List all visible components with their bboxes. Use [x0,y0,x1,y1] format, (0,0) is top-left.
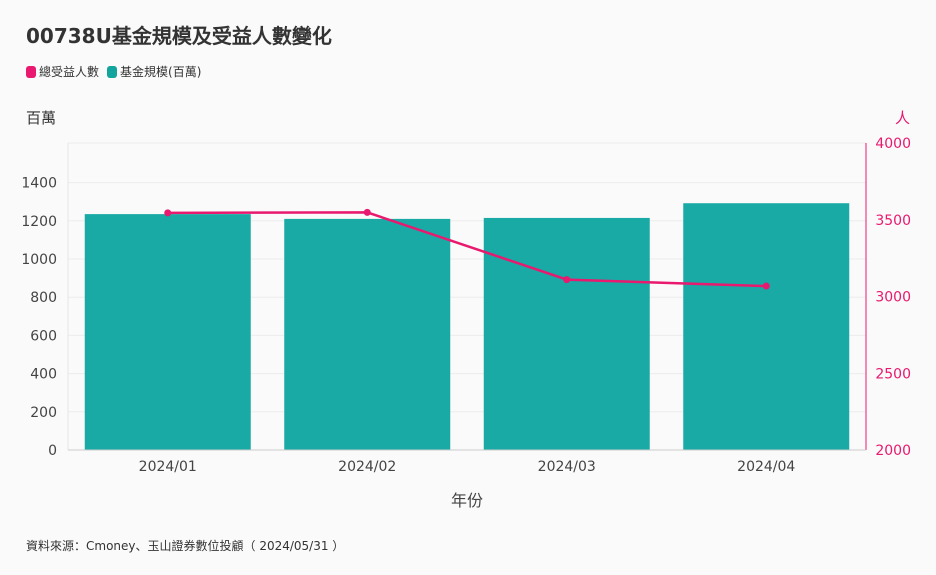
x-tick-label: 2024/03 [538,459,596,475]
line-point [563,276,571,284]
y-tick-label: 1400 [21,176,57,192]
line-point [363,208,371,216]
legend: 總受益人數 基金規模(百萬) [26,63,201,80]
legend-label-fund-size: 基金規模(百萬) [120,65,202,79]
source-note: 資料來源：Cmoney、玉山證券數位投顧（ 2024/05/31 ） [26,539,345,553]
x-axis-title: 年份 [451,491,483,510]
y2-tick-label: 2000 [875,443,911,459]
y-tick-label: 400 [30,367,57,383]
y-tick-label: 1000 [21,252,57,268]
legend-item-fund-size[interactable]: 基金規模(百萬) [107,63,201,80]
chart-title: 00738U基金規模及受益人數變化 [26,24,332,48]
right-axis-unit: 人 [894,109,910,127]
legend-item-beneficiaries[interactable]: 總受益人數 [26,63,99,80]
bar [483,217,650,450]
bars [84,203,850,450]
legend-label-beneficiaries: 總受益人數 [39,65,100,79]
x-tick-label: 2024/02 [338,459,396,475]
bar [284,218,451,450]
bar [683,203,850,450]
y2-tick-label: 2500 [875,366,911,382]
legend-swatch-fund-size [107,65,118,78]
y2-tick-label: 4000 [875,136,911,152]
series-line [167,211,767,288]
y2-tick-label: 3500 [875,213,911,229]
y2-tick-label: 3000 [875,290,911,306]
axes [67,143,867,451]
y-tick-label: 800 [30,290,57,306]
y-tick-label: 200 [30,405,57,421]
tick-labels: 0 200 400 600 800 1000 1200 1400 2000 2500 3000 350… [21,136,911,475]
line-point [164,209,172,217]
x-tick-label: 2024/04 [737,459,795,475]
x-tick-label: 2024/01 [139,459,197,475]
left-axis-unit: 百萬 [26,109,57,127]
y-tick-label: 600 [30,328,57,344]
bar [84,214,251,450]
y-tick-label: 1200 [21,214,57,230]
line-point [762,282,770,290]
legend-swatch-beneficiaries [26,65,36,78]
y-tick-label: 0 [48,443,57,459]
beneficiary-line [164,208,770,290]
